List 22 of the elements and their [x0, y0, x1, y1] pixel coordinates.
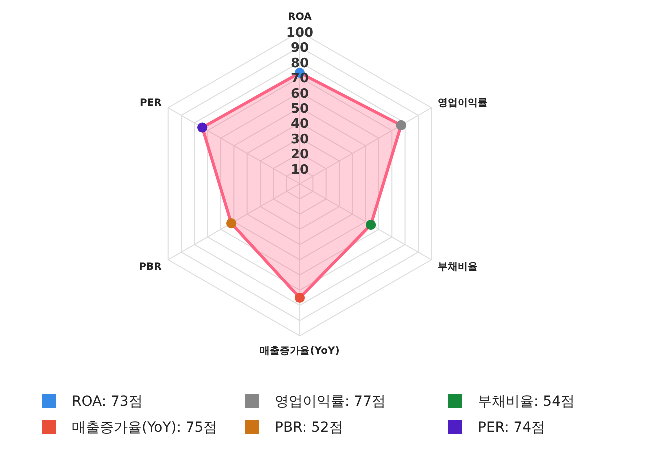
- spoke-label: PBR: [139, 262, 162, 274]
- y-tick-label: 80: [290, 56, 310, 72]
- y-tick-label: 40: [290, 117, 310, 132]
- y-tick-label: 50: [290, 102, 310, 117]
- text: PBR: 52점: [275, 420, 344, 436]
- spoke-label: 매출증가율(YoY): [260, 346, 340, 357]
- text: 매출증가율(YoY): 75점: [72, 420, 218, 436]
- spoke-label: PER: [140, 98, 162, 109]
- y-tick-label: 10: [290, 162, 310, 178]
- text: ROA: 73점: [72, 394, 143, 410]
- y-tick-label: 20: [290, 148, 310, 163]
- text: 부채비율: 54점: [478, 394, 575, 410]
- y-tick-label: 30: [290, 132, 310, 148]
- y-tick-label: 70: [290, 72, 310, 87]
- y-tick-label: 60: [290, 86, 310, 102]
- spoke-label: ROA: [288, 12, 312, 23]
- spoke-label: 부채비율: [438, 262, 478, 274]
- y-tick-label: 90: [290, 41, 310, 56]
- text: 영업이익률: 77점: [275, 394, 386, 410]
- text: PER: 74점: [478, 420, 546, 436]
- y-tick-label: 100: [286, 26, 314, 41]
- spoke-label: 영업이익률: [438, 98, 488, 109]
